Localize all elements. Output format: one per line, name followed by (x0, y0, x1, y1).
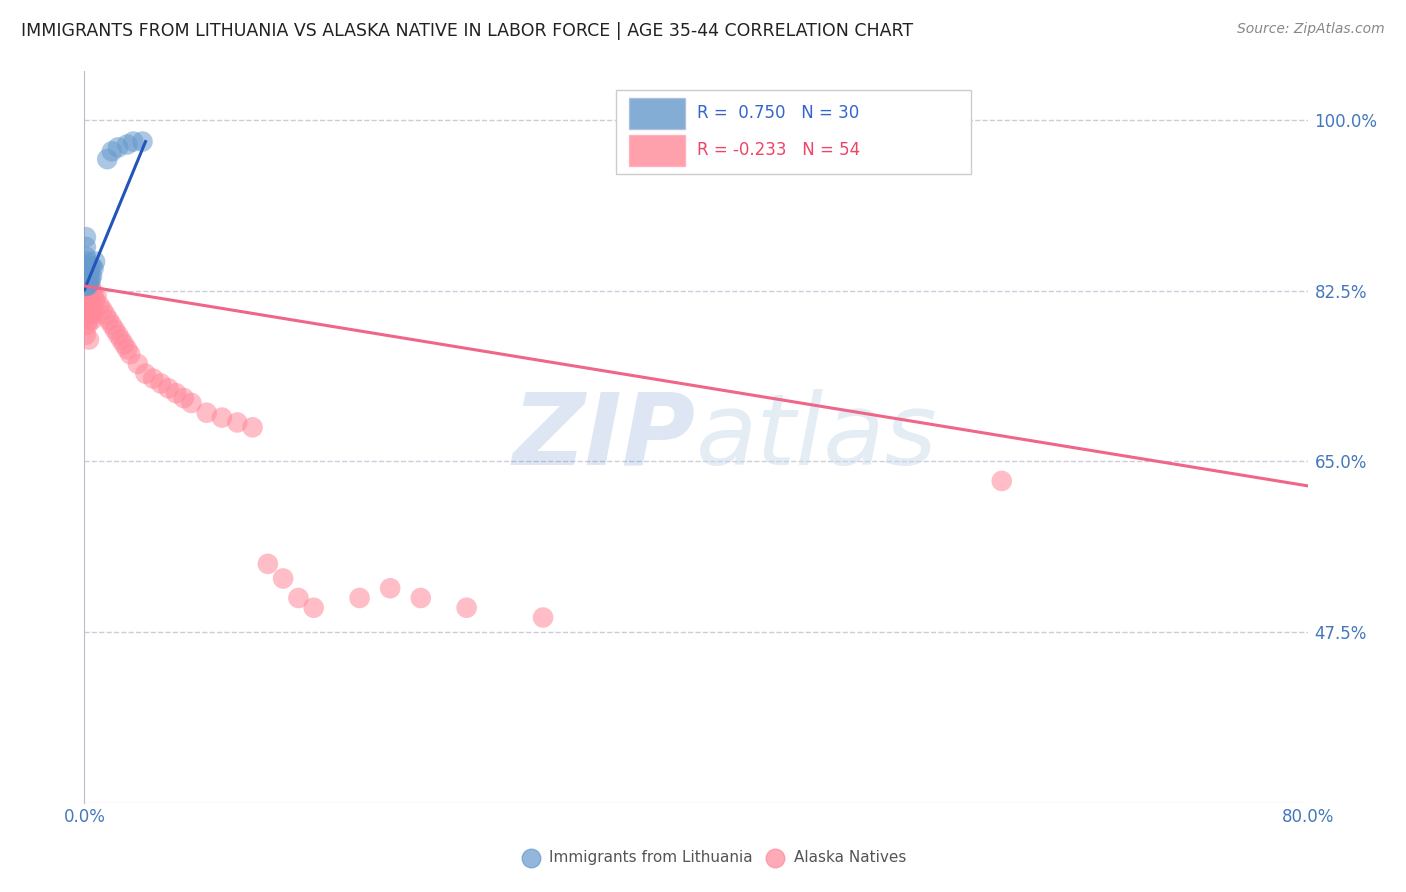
Point (115, 343, 138, 357)
FancyBboxPatch shape (628, 98, 685, 128)
Point (271, 572, 294, 586)
Point (76, 269, 98, 284)
Point (149, 376, 172, 391)
Point (409, 591, 432, 605)
Point (77, 333, 100, 347)
Point (257, 557, 280, 571)
Point (75, 264, 97, 278)
FancyBboxPatch shape (616, 90, 972, 174)
Point (115, 137, 138, 152)
Text: atlas: atlas (696, 389, 938, 485)
Point (77, 271, 100, 285)
Point (242, 420, 264, 434)
Point (302, 600, 325, 615)
Point (97, 313, 120, 327)
Point (107, 327, 129, 342)
Point (75, 327, 97, 342)
Point (211, 410, 233, 425)
Point (83, 288, 105, 302)
Point (79, 269, 101, 284)
Point (76, 318, 98, 332)
Point (531, 610, 554, 624)
Point (349, 591, 371, 605)
Point (122, 135, 145, 149)
Point (101, 318, 124, 332)
Point (131, 135, 153, 149)
Point (380, 581, 402, 595)
Point (456, 600, 478, 615)
Point (77, 277, 100, 291)
Point (120, 347, 142, 361)
Point (84, 293, 107, 308)
Point (77, 264, 100, 278)
Point (80, 298, 103, 312)
Point (180, 396, 202, 410)
Point (77, 313, 100, 327)
Point (75, 240, 97, 254)
Text: Alaska Natives: Alaska Natives (794, 850, 907, 865)
Point (79, 279, 101, 293)
Point (80, 284, 103, 298)
Point (96, 152, 118, 166)
Point (79, 274, 101, 288)
Point (80, 269, 103, 284)
Point (77, 298, 100, 312)
Point (89, 298, 111, 312)
Point (76, 269, 98, 284)
Point (135, 367, 157, 381)
Point (77, 284, 100, 298)
Point (76, 298, 98, 312)
Point (83, 303, 105, 318)
Text: Source: ZipAtlas.com: Source: ZipAtlas.com (1237, 22, 1385, 37)
Text: R = -0.233   N = 54: R = -0.233 N = 54 (697, 141, 860, 159)
Point (84, 254, 107, 268)
Point (86, 288, 108, 302)
Point (94, 308, 117, 322)
Point (142, 371, 165, 385)
Point (157, 381, 180, 395)
Point (76, 274, 98, 288)
Point (83, 261, 105, 276)
Point (75, 257, 97, 271)
Point (75, 269, 97, 284)
Point (107, 140, 129, 154)
Point (80, 313, 103, 327)
Point (110, 333, 132, 347)
Point (75, 288, 97, 302)
Point (75, 274, 97, 288)
Point (80, 260, 103, 274)
Point (75, 230, 97, 244)
Point (287, 591, 309, 605)
Point (165, 386, 187, 401)
Point (104, 323, 127, 337)
Point (226, 416, 249, 430)
Point (127, 357, 149, 371)
Point (76, 254, 98, 268)
Text: R =  0.750   N = 30: R = 0.750 N = 30 (697, 104, 859, 122)
Point (79, 293, 101, 308)
Point (91, 303, 114, 318)
Point (79, 308, 101, 322)
Point (112, 337, 135, 351)
Point (75, 250, 97, 264)
Point (75, 308, 97, 322)
Point (173, 391, 195, 405)
Point (195, 406, 218, 420)
FancyBboxPatch shape (628, 135, 685, 166)
Point (101, 145, 124, 159)
Point (76, 264, 98, 278)
Point (76, 260, 98, 274)
Text: Immigrants from Lithuania: Immigrants from Lithuania (550, 850, 752, 865)
Point (76, 279, 98, 293)
Point (76, 284, 98, 298)
Point (991, 474, 1014, 488)
Text: ZIP: ZIP (513, 389, 696, 485)
Point (79, 260, 101, 274)
Text: IMMIGRANTS FROM LITHUANIA VS ALASKA NATIVE IN LABOR FORCE | AGE 35-44 CORRELATIO: IMMIGRANTS FROM LITHUANIA VS ALASKA NATI… (21, 22, 914, 40)
Point (75, 279, 97, 293)
